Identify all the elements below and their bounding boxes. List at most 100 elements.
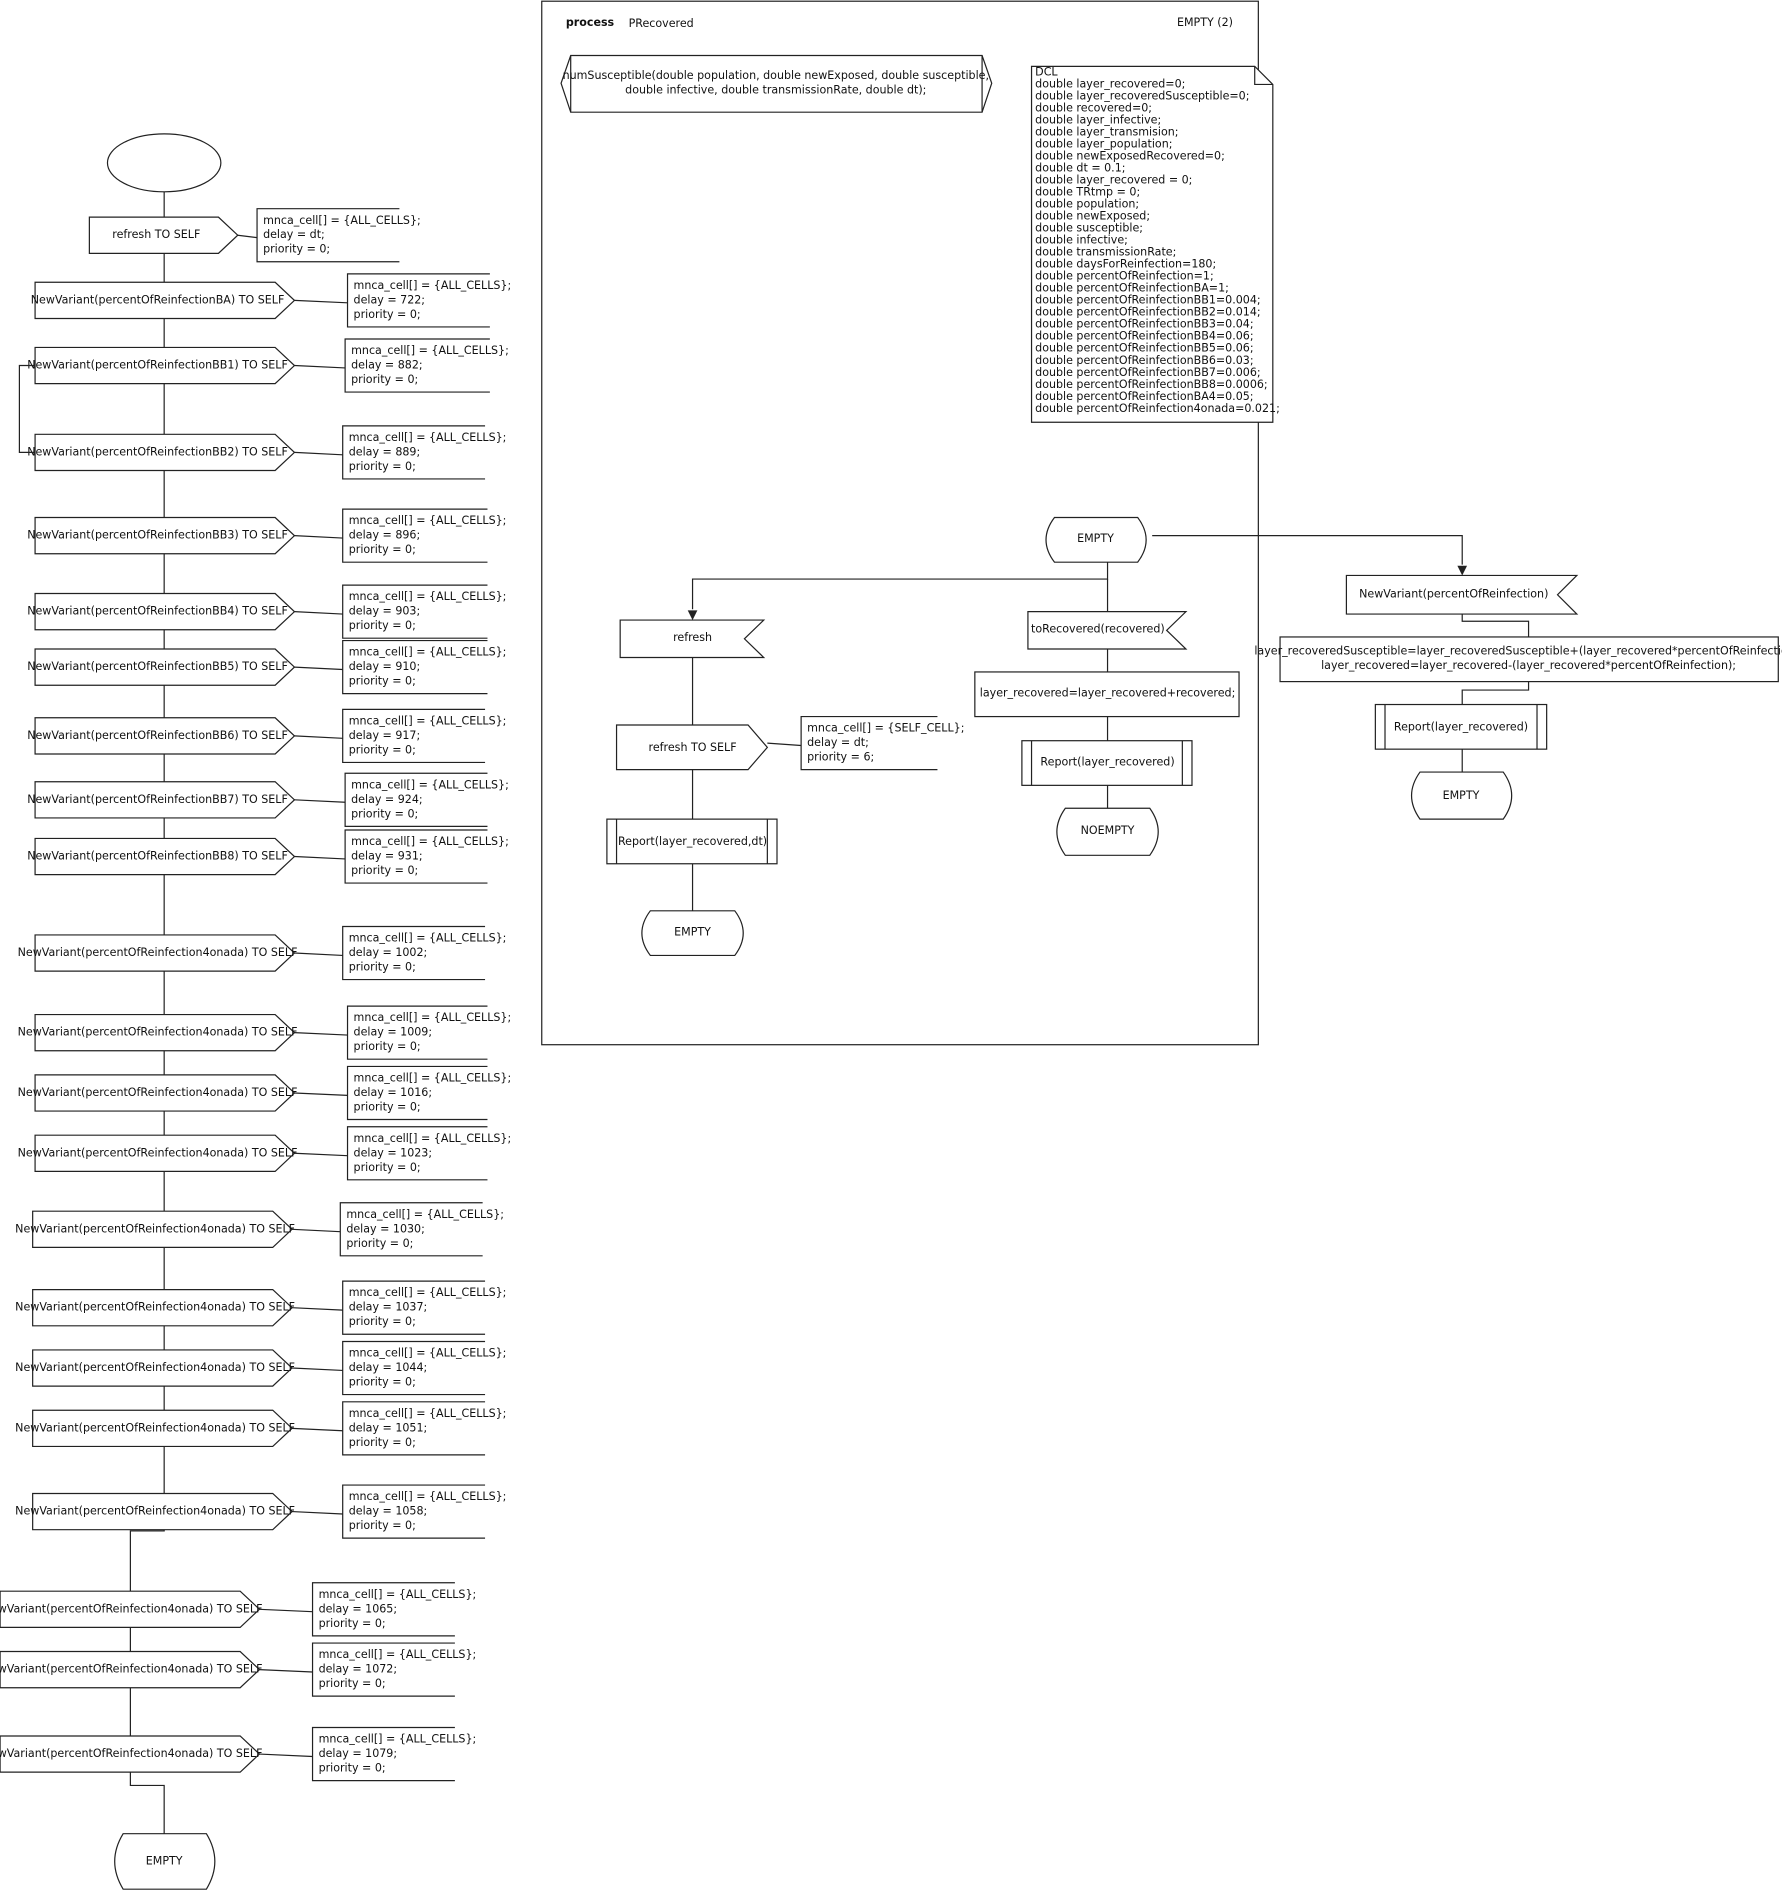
- dcl-text: double percentOfReinfectionBA=1;: [1035, 282, 1229, 295]
- output-text: NewVariant(percentOfReinfectionBA) TO SE…: [31, 293, 285, 306]
- task-text: layer_recoveredSusceptible=layer_recover…: [1254, 644, 1782, 657]
- comment-text: priority = 0;: [319, 1762, 386, 1775]
- output-signal: [32, 1210, 293, 1248]
- connector: [129, 1772, 165, 1834]
- comment-text: priority = 0;: [349, 1519, 416, 1532]
- comment-bracket: [344, 772, 488, 827]
- dcl-text: double percentOfReinfectionBB7=0.006;: [1035, 366, 1260, 379]
- dcl-text: double percentOfReinfectionBB8=0.0006;: [1035, 378, 1268, 391]
- call-text: Report(layer_recovered): [1040, 755, 1174, 768]
- process-frame: [541, 0, 1259, 1046]
- dcl-text: double population;: [1035, 198, 1139, 211]
- output-text: NewVariant(percentOfReinfectionBB6) TO S…: [27, 729, 288, 742]
- comment-text: mnca_cell[] = {ALL_CELLS};: [354, 279, 512, 292]
- comment-text: priority = 0;: [351, 864, 418, 877]
- comment-text: delay = 1009;: [354, 1026, 433, 1039]
- dcl-text: double recovered=0;: [1035, 101, 1152, 114]
- output-text: refresh TO SELF: [649, 741, 737, 754]
- comment-bracket: [342, 1484, 486, 1539]
- output-signal: [34, 1013, 296, 1052]
- output-text: NewVariant(percentOfReinfection4onada) T…: [18, 1026, 298, 1039]
- comment-bracket: [339, 1202, 483, 1257]
- dcl-text: DCL: [1035, 65, 1058, 78]
- comment-text: delay = 917;: [349, 729, 420, 742]
- comment-text: delay = 882;: [351, 359, 422, 372]
- arrow-head: [1457, 565, 1468, 576]
- comment-link: [294, 952, 343, 957]
- comment-text: priority = 0;: [349, 619, 416, 632]
- comment-link: [294, 299, 348, 304]
- comment-text: mnca_cell[] = {ALL_CELLS};: [351, 778, 509, 791]
- output-signal: [88, 216, 239, 254]
- output-signal: [32, 1492, 293, 1531]
- input-signal: [1027, 611, 1188, 650]
- start-symbol: [106, 133, 222, 193]
- comment-bracket: [311, 1642, 455, 1697]
- comment-text: priority = 0;: [354, 308, 421, 321]
- comment-text: delay = 1065;: [319, 1602, 398, 1615]
- task-box: [1279, 636, 1779, 683]
- comment-text: priority = 0;: [354, 1100, 421, 1113]
- comment-text: delay = 1079;: [319, 1747, 398, 1760]
- loop-connector: [18, 364, 36, 453]
- comment-text: priority = 0;: [349, 1436, 416, 1449]
- output-signal: [34, 1134, 296, 1172]
- output-signal: [34, 934, 296, 972]
- output-signal: [34, 346, 296, 385]
- dcl-text: double layer_recovered=0;: [1035, 77, 1185, 90]
- procedure-call: [606, 818, 778, 865]
- comment-bracket: [346, 273, 490, 328]
- comment-link: [292, 1510, 343, 1515]
- dcl-text: double TRtmp = 0;: [1035, 186, 1140, 199]
- comment-text: mnca_cell[] = {ALL_CELLS};: [346, 1208, 504, 1221]
- comment-link: [292, 1228, 341, 1233]
- comment-text: mnca_cell[] = {ALL_CELLS};: [354, 1132, 512, 1145]
- input-signal: [1345, 574, 1579, 615]
- comment-text: delay = 1037;: [349, 1301, 428, 1314]
- comment-text: priority = 0;: [349, 543, 416, 556]
- input-text: NewVariant(percentOfReinfection): [1359, 588, 1548, 601]
- comment-text: mnca_cell[] = {ALL_CELLS};: [354, 1071, 512, 1084]
- output-signal: [615, 724, 769, 771]
- output-text: NewVariant(percentOfReinfection4onada) T…: [18, 1086, 298, 1099]
- output-text: NewVariant(percentOfReinfectionBB7) TO S…: [27, 793, 288, 806]
- output-signal: [34, 1074, 296, 1112]
- terminator: [114, 1833, 216, 1890]
- output-text: NewVariant(percentOfReinfection4onada) T…: [15, 1505, 295, 1518]
- output-text: NewVariant(percentOfReinfection4onada) T…: [18, 946, 298, 959]
- output-text: NewVariant(percentOfReinfectionBB3) TO S…: [27, 529, 288, 542]
- dcl-text: double newExposedRecovered=0;: [1035, 149, 1225, 162]
- output-text: NewVariant(percentOfReinfection4onada) T…: [0, 1663, 262, 1676]
- comment-link: [294, 1152, 348, 1157]
- page-label: EMPTY (2): [1177, 16, 1233, 29]
- output-signal: [34, 648, 296, 686]
- comment-bracket: [346, 1126, 488, 1181]
- procedure-call-side: [1384, 704, 1538, 750]
- comment-link: [294, 735, 343, 739]
- procedure-call: [1374, 703, 1548, 750]
- comment-bracket: [344, 338, 490, 393]
- terminator: [1056, 807, 1159, 856]
- dcl-text: double percentOfReinfectionBA4=0.05;: [1035, 390, 1253, 403]
- comment-text: mnca_cell[] = {ALL_CELLS};: [319, 1648, 477, 1661]
- comment-text: priority = 0;: [346, 1237, 413, 1250]
- terminator: [641, 910, 744, 957]
- comment-text: delay = 889;: [349, 445, 420, 458]
- comment-text: priority = 0;: [349, 961, 416, 974]
- output-signal: [34, 433, 296, 472]
- input-signal: [619, 619, 766, 659]
- procedure-call-side: [615, 819, 768, 864]
- call-text: Report(layer_recovered,dt): [618, 835, 767, 848]
- comment-text: priority = 0;: [263, 243, 330, 256]
- output-text: NewVariant(percentOfReinfection4onada) T…: [15, 1421, 295, 1434]
- state-text: EMPTY: [1077, 532, 1114, 545]
- comment-text: mnca_cell[] = {ALL_CELLS};: [354, 1011, 512, 1024]
- comment-text: delay = 722;: [354, 293, 425, 306]
- output-signal: [0, 1590, 261, 1628]
- comment-bracket: [346, 1065, 488, 1121]
- output-text: NewVariant(percentOfReinfectionBB4) TO S…: [27, 605, 288, 618]
- dcl-box: [1030, 65, 1274, 423]
- comment-text: delay = 1002;: [349, 946, 428, 959]
- comment-bracket: [311, 1726, 455, 1782]
